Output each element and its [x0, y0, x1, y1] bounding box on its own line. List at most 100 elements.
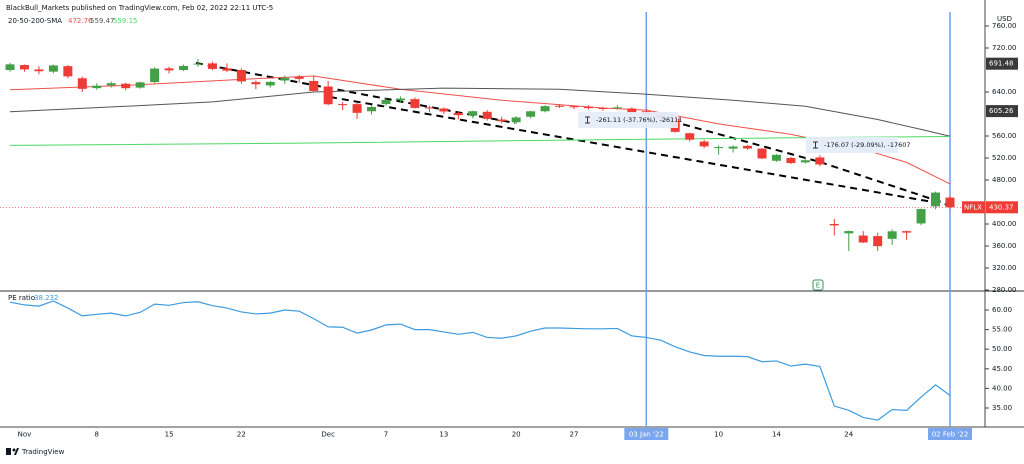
- candle-body: [135, 82, 145, 88]
- y-tick-label: 320.00: [992, 264, 1017, 272]
- candle-body: [439, 108, 449, 112]
- price-marker: [986, 105, 1018, 118]
- candle-body: [743, 145, 753, 149]
- logo-shape: [14, 448, 19, 455]
- candle-body: [526, 111, 536, 117]
- candle-body: [800, 160, 810, 163]
- candle-body: [323, 86, 333, 105]
- highlight-label-bg: [928, 428, 972, 440]
- candle-body: [150, 68, 160, 83]
- last-price-badge: [986, 201, 1018, 214]
- x-tick-label: Nov: [18, 431, 32, 439]
- candle-body: [48, 65, 58, 72]
- y-tick-label: 400.00: [992, 220, 1017, 228]
- y-tick-label: 760.00: [992, 22, 1017, 30]
- x-tick-label: 14: [772, 431, 781, 439]
- y-tick-label: 360.00: [992, 242, 1017, 250]
- moving-average: [9, 87, 951, 137]
- y-tick-label: 520.00: [992, 154, 1017, 162]
- x-tick-label: Dec: [321, 431, 335, 439]
- indicator-value: 559.47: [90, 17, 115, 25]
- y-tick-label: 720.00: [992, 44, 1017, 52]
- indicator-name: 20-50-200-SMA: [8, 17, 62, 25]
- candle-body: [179, 65, 189, 70]
- x-tick-label: 02 Feb '22: [932, 431, 969, 439]
- candle-body: [714, 147, 724, 149]
- y-tick-label: 40.00: [992, 384, 1012, 392]
- annotation-text: -261.11 (-37.76%), -26111: [596, 116, 683, 124]
- candle-body: [338, 104, 348, 106]
- logo-shape: [12, 448, 16, 452]
- x-tick-label: 8: [95, 431, 99, 439]
- axis-unit: USD: [997, 15, 1012, 23]
- annotation-icon: [585, 116, 590, 124]
- candle-body: [453, 112, 463, 116]
- candle-body: [728, 146, 738, 149]
- y-tick-label: 45.00: [992, 365, 1012, 373]
- annotation-icon: [813, 141, 818, 149]
- x-tick-label: 20: [512, 431, 521, 439]
- candle-body: [815, 157, 825, 165]
- candle-body: [555, 105, 565, 107]
- x-tick-label: 24: [844, 431, 853, 439]
- candle-body: [511, 117, 521, 123]
- x-tick-label: 7: [384, 431, 388, 439]
- candle-body: [236, 70, 246, 82]
- candle-body: [92, 85, 102, 89]
- y-tick-label: 280.00: [992, 286, 1017, 294]
- price-marker: [986, 57, 1018, 70]
- candle-body: [887, 231, 897, 239]
- candle-body: [164, 68, 174, 71]
- y-tick-label: 60.00: [992, 306, 1012, 314]
- candle-body: [352, 104, 362, 113]
- x-tick-label: 22: [237, 431, 246, 439]
- symbol-badge: [962, 201, 985, 214]
- candle-body: [627, 108, 637, 113]
- x-tick-label: 15: [165, 431, 174, 439]
- attribution: BlackBull_Markets published on TradingVi…: [6, 4, 273, 12]
- candle-body: [34, 69, 44, 72]
- candle-body: [367, 107, 377, 112]
- y-tick-label: 560.00: [992, 132, 1017, 140]
- brand-logo: TradingView: [6, 448, 65, 456]
- candle-body: [19, 65, 29, 70]
- candle-body: [63, 66, 73, 77]
- x-tick-label: 27: [570, 431, 579, 439]
- candle-body: [497, 119, 507, 122]
- candle-body: [858, 235, 868, 243]
- annotation-box: [578, 112, 678, 128]
- candle-body: [902, 231, 912, 233]
- pe-last-value: 38.232: [34, 294, 59, 302]
- candle-body: [280, 77, 290, 81]
- candle-body: [771, 154, 781, 161]
- candle-body: [77, 78, 87, 89]
- last-price-label: 430.37: [989, 203, 1014, 211]
- candle-body: [121, 83, 131, 89]
- candle-body: [699, 141, 709, 147]
- candle-body: [916, 209, 926, 224]
- candle-body: [583, 106, 593, 109]
- annotation-text: -176.07 (-29.09%), -17607: [824, 141, 911, 149]
- candle-body: [844, 231, 854, 234]
- trendline: [659, 117, 821, 163]
- candle-body: [106, 83, 116, 86]
- candle-body: [945, 197, 955, 208]
- candle-body: [395, 98, 405, 101]
- earnings-label: E: [816, 282, 820, 290]
- price-marker-label: 605.26: [989, 107, 1014, 115]
- highlight-label-bg: [624, 428, 669, 440]
- candle-body: [468, 111, 478, 116]
- trendline: [329, 96, 951, 206]
- candle-body: [931, 192, 941, 207]
- candle-body: [569, 106, 579, 108]
- y-tick-label: 50.00: [992, 345, 1012, 353]
- x-tick-label: 13: [439, 431, 448, 439]
- candle-body: [222, 68, 232, 71]
- candle-body: [873, 236, 883, 247]
- brand-name: TradingView: [21, 448, 65, 456]
- indicator-value: 559.15: [113, 17, 138, 25]
- candle-body: [540, 106, 550, 112]
- candle-body: [685, 133, 695, 140]
- x-tick-label: 10: [714, 431, 723, 439]
